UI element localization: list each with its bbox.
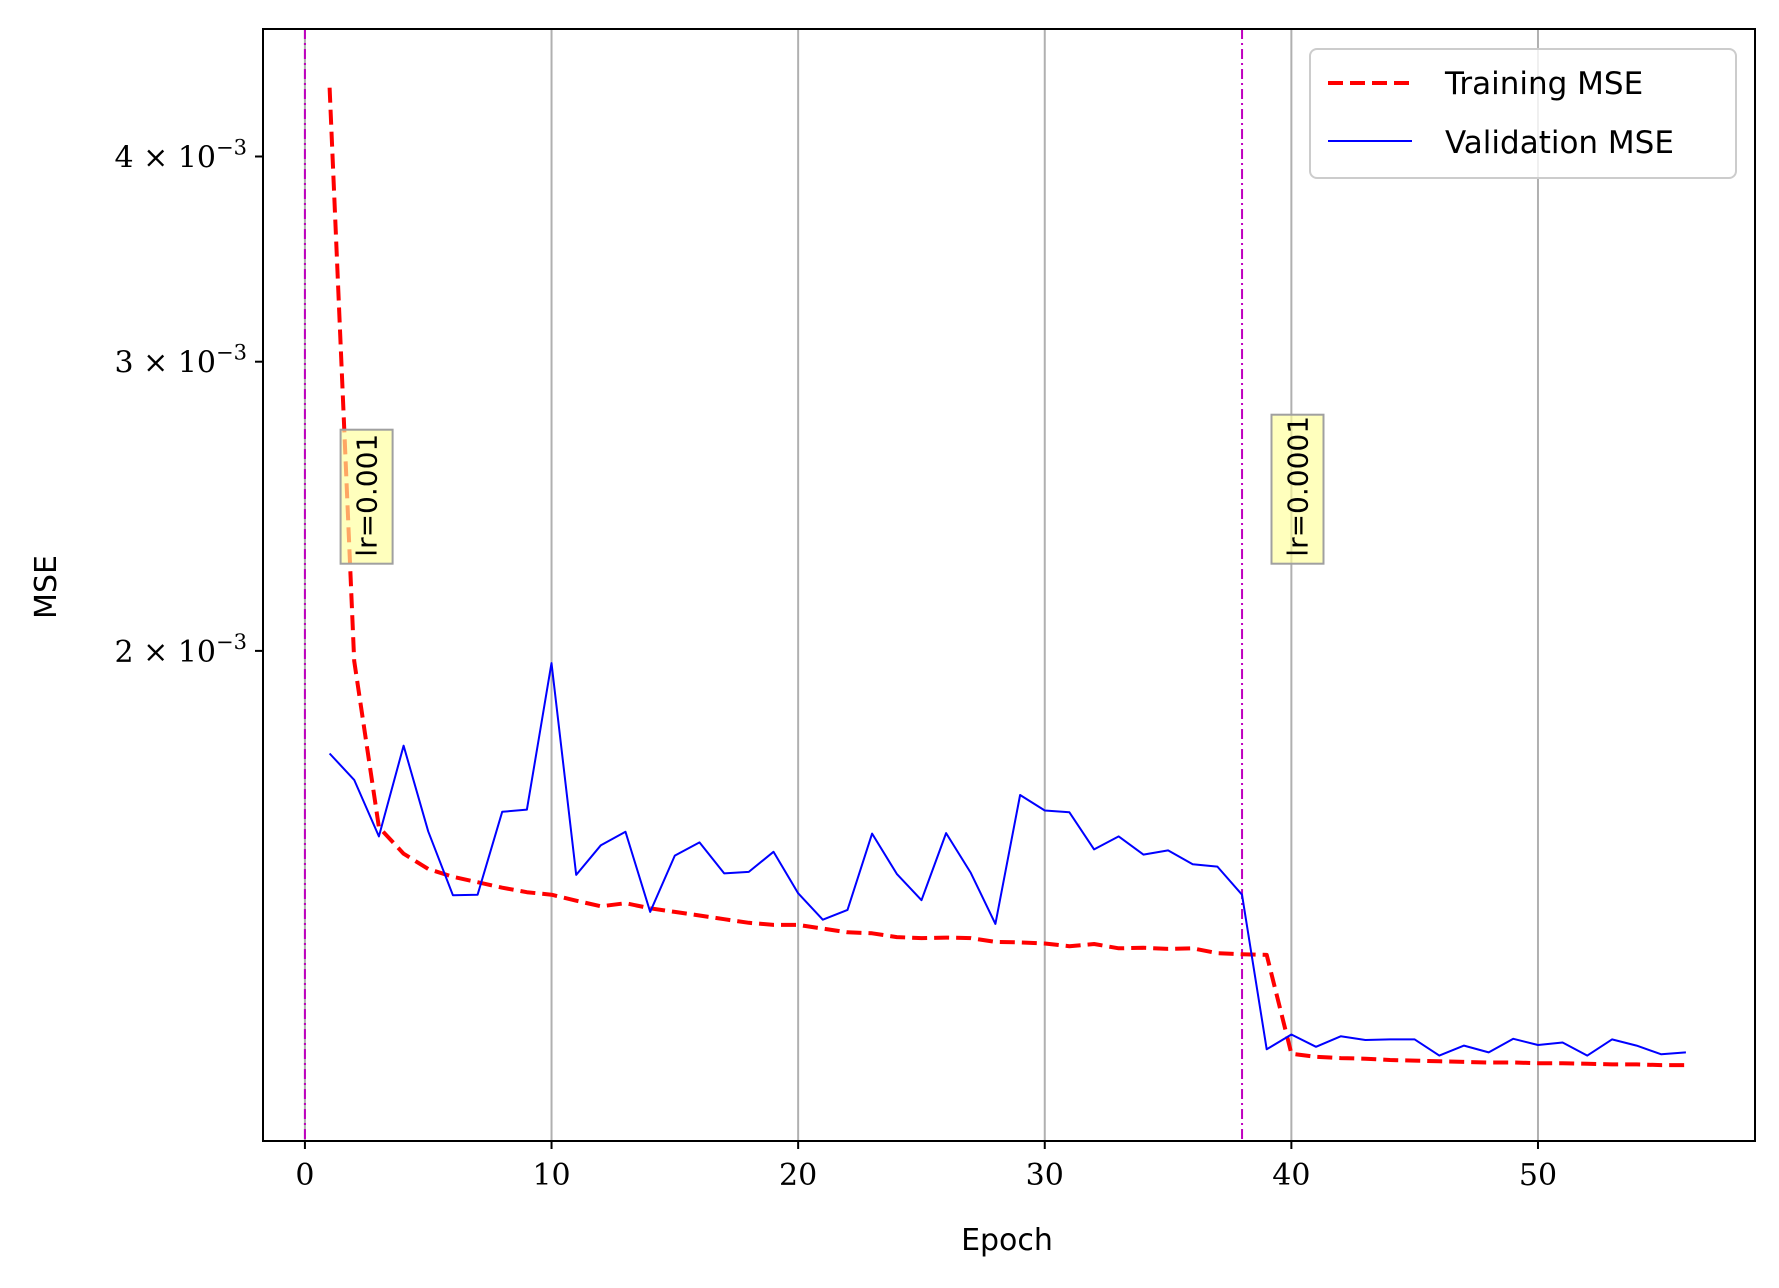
plot-area bbox=[263, 29, 1755, 1141]
x-tick-label: 30 bbox=[1026, 1158, 1064, 1193]
plot-background bbox=[263, 29, 1755, 1141]
y-tick-label: 2 × 10−3 bbox=[115, 630, 247, 670]
x-axis-label: Epoch bbox=[961, 1223, 1053, 1258]
lr-annotation: lr=0.0001 bbox=[1270, 413, 1325, 565]
x-tick-label: 20 bbox=[779, 1158, 817, 1193]
plot-frame bbox=[262, 28, 1756, 1142]
y-axis-label: MSE bbox=[29, 555, 64, 619]
y-axis-ticks: 2 × 10−3 3 × 10−3 4 × 10−3 bbox=[115, 136, 263, 670]
y-tick-label: 3 × 10−3 bbox=[115, 341, 247, 381]
annotation-box bbox=[339, 428, 394, 565]
x-axis-ticks: 0 10 20 30 40 50 bbox=[295, 1141, 1557, 1193]
annotation-text: lr=0.001 bbox=[351, 434, 384, 557]
legend-label-training: Training MSE bbox=[1444, 66, 1643, 102]
x-tick-label: 0 bbox=[295, 1158, 314, 1193]
x-tick-label: 10 bbox=[532, 1158, 570, 1193]
x-tick-label: 50 bbox=[1519, 1158, 1557, 1193]
y-tick-label: 4 × 10−3 bbox=[115, 136, 247, 176]
legend-label-validation: Validation MSE bbox=[1445, 125, 1674, 161]
legend-box bbox=[1309, 48, 1737, 179]
lr-annotation: lr=0.001 bbox=[339, 428, 394, 565]
validation-mse-line bbox=[328, 662, 1686, 1057]
training-mse-line bbox=[327, 87, 1686, 1068]
annotations: lr=0.001 lr=0.0001 bbox=[339, 413, 1325, 565]
annotation-box bbox=[1270, 413, 1325, 565]
legend: Training MSE Validation MSE bbox=[1309, 48, 1737, 179]
x-tick-label: 40 bbox=[1272, 1158, 1310, 1193]
annotation-text: lr=0.0001 bbox=[1282, 416, 1315, 557]
series-lines bbox=[327, 87, 1686, 1068]
